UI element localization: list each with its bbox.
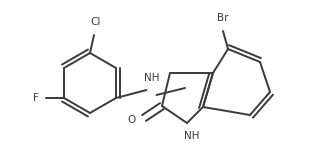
Text: O: O	[128, 115, 136, 125]
Text: NH: NH	[144, 73, 159, 83]
Text: Br: Br	[217, 13, 229, 23]
Text: F: F	[33, 93, 39, 103]
Text: Cl: Cl	[91, 17, 101, 27]
Text: NH: NH	[184, 131, 200, 141]
